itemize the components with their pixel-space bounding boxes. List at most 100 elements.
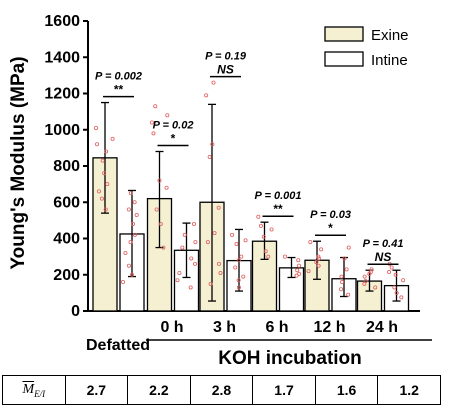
data-point bbox=[205, 240, 210, 245]
data-point bbox=[342, 256, 347, 261]
ratio-value: 1.6 bbox=[314, 375, 379, 405]
data-point bbox=[193, 261, 198, 266]
data-point bbox=[296, 258, 301, 263]
data-point bbox=[389, 265, 394, 270]
data-point bbox=[94, 125, 99, 130]
data-point bbox=[282, 254, 287, 259]
data-point bbox=[151, 131, 156, 136]
y-tick-label: 1200 bbox=[44, 86, 80, 103]
group-label: KOH incubation bbox=[218, 348, 362, 369]
data-point bbox=[392, 285, 397, 290]
y-tick-label: 200 bbox=[53, 267, 80, 284]
ratio-value: 2.8 bbox=[189, 375, 254, 405]
data-point bbox=[269, 227, 274, 232]
data-point bbox=[102, 171, 107, 176]
data-point bbox=[319, 247, 324, 252]
data-point bbox=[131, 221, 136, 226]
data-point bbox=[297, 263, 302, 268]
data-point bbox=[261, 234, 266, 239]
x-tick-label: 0 h bbox=[160, 319, 183, 336]
data-point bbox=[241, 274, 246, 279]
y-tick-label: 800 bbox=[53, 158, 80, 175]
data-point bbox=[132, 232, 137, 237]
p-value-label: P = 0.002 bbox=[95, 71, 142, 83]
data-point bbox=[401, 278, 406, 283]
data-point bbox=[297, 271, 302, 276]
ratio-table: ME/I 2.7 2.2 2.8 1.7 1.6 1.2 bbox=[2, 375, 441, 405]
data-point bbox=[216, 261, 221, 266]
ratio-value: 1.2 bbox=[377, 375, 441, 405]
data-point bbox=[346, 245, 351, 250]
x-tick-label: 6 h bbox=[265, 319, 288, 336]
legend-label: Exine bbox=[371, 27, 409, 44]
data-point bbox=[95, 142, 100, 147]
data-point bbox=[134, 212, 139, 217]
data-point bbox=[340, 279, 345, 284]
data-point bbox=[165, 113, 170, 118]
legend-label: Intine bbox=[371, 52, 408, 69]
data-point bbox=[393, 272, 398, 277]
y-tick-label: 1600 bbox=[44, 13, 80, 30]
data-point bbox=[103, 207, 108, 212]
chart: 0 200 400 600 800 1000 1200 1400 1600 Defatted P =… bbox=[8, 13, 432, 369]
ratio-value: 2.2 bbox=[127, 375, 191, 405]
data-point bbox=[263, 249, 268, 254]
data-point bbox=[256, 214, 261, 219]
y-tick-label: 0 bbox=[71, 303, 80, 320]
data-point bbox=[339, 274, 344, 279]
data-point bbox=[394, 290, 399, 295]
data-point bbox=[234, 241, 239, 246]
legend-swatch-intine bbox=[324, 51, 364, 67]
data-point bbox=[110, 136, 115, 141]
y-tick-label: 1400 bbox=[44, 49, 80, 66]
data-point bbox=[236, 285, 241, 290]
data-point bbox=[211, 80, 216, 85]
data-point bbox=[161, 245, 166, 250]
significance-mark: NS bbox=[375, 250, 392, 264]
data-point bbox=[362, 281, 367, 286]
data-point bbox=[316, 263, 321, 268]
data-point bbox=[189, 256, 194, 261]
data-point bbox=[236, 278, 241, 283]
data-point bbox=[128, 191, 133, 196]
plot-layer: 0 200 400 600 800 1000 1200 1400 1600 Defatted P =… bbox=[44, 13, 432, 354]
data-point bbox=[294, 273, 299, 278]
data-point bbox=[367, 271, 372, 276]
data-point bbox=[208, 281, 213, 286]
data-point bbox=[105, 182, 110, 187]
ratio-header: ME/I bbox=[2, 375, 66, 405]
data-point bbox=[399, 295, 404, 300]
data-point bbox=[154, 207, 159, 212]
ratio-row: ME/I 2.7 2.2 2.8 1.7 1.6 1.2 bbox=[2, 375, 441, 405]
data-point bbox=[306, 269, 311, 274]
data-point bbox=[344, 267, 349, 272]
data-point bbox=[121, 279, 126, 284]
data-point bbox=[126, 263, 131, 268]
data-point bbox=[182, 232, 187, 237]
data-point bbox=[295, 268, 300, 273]
p-value-label: P = 0.001 bbox=[255, 190, 302, 202]
data-point bbox=[346, 292, 351, 297]
data-point bbox=[317, 256, 322, 261]
data-point bbox=[175, 278, 180, 283]
y-axis-label: Young's Modulus (MPa) bbox=[8, 56, 29, 269]
data-point bbox=[164, 185, 169, 190]
y-tick-label: 600 bbox=[53, 194, 80, 211]
data-point bbox=[308, 240, 313, 245]
data-point bbox=[239, 254, 244, 259]
x-tick-label: 12 h bbox=[313, 319, 345, 336]
data-point bbox=[212, 231, 217, 236]
significance-mark: ** bbox=[114, 83, 124, 97]
x-tick-label: 24 h bbox=[366, 319, 398, 336]
data-point bbox=[236, 258, 241, 263]
ratio-value: 2.7 bbox=[64, 375, 129, 405]
significance-mark: * bbox=[171, 132, 176, 146]
data-point bbox=[132, 200, 137, 205]
data-point bbox=[158, 221, 163, 226]
ratio-value: 1.7 bbox=[252, 375, 316, 405]
data-point bbox=[216, 205, 221, 210]
data-point bbox=[126, 207, 131, 212]
data-point bbox=[258, 223, 263, 228]
data-point bbox=[96, 189, 101, 194]
data-point bbox=[193, 240, 198, 245]
